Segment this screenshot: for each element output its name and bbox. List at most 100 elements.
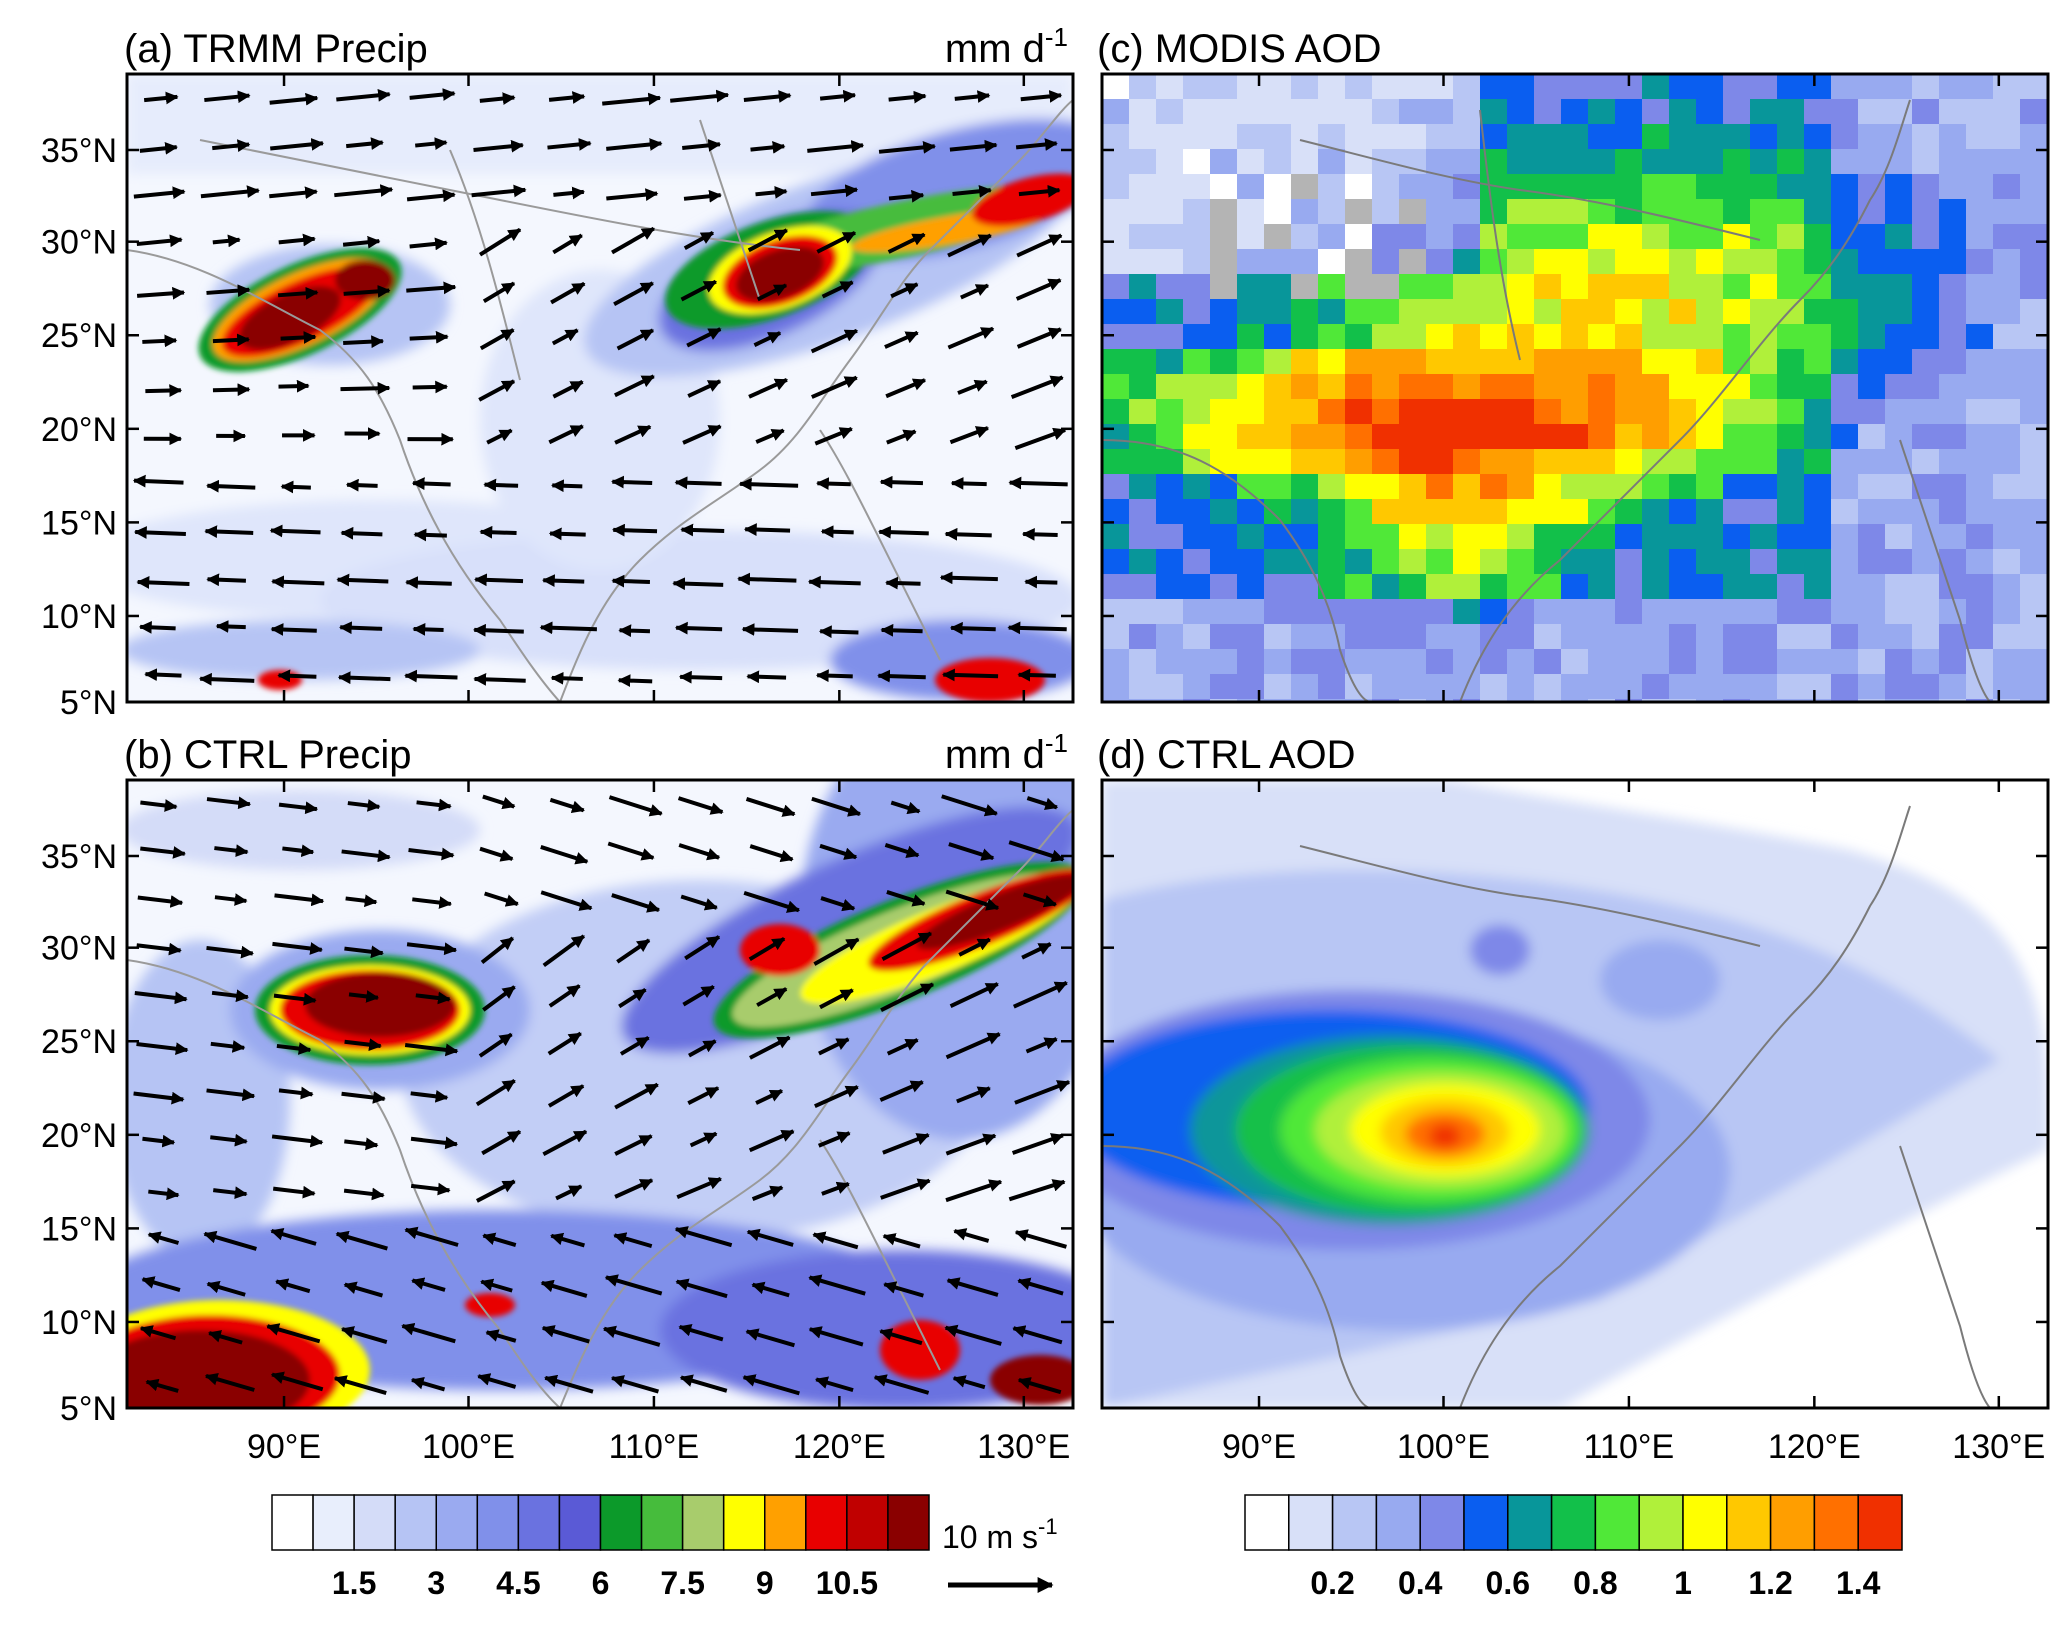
lat-label: 5°N (60, 1390, 117, 1428)
wind-vector (348, 990, 380, 1003)
panel-d-field (1102, 780, 2048, 1408)
wind-vector (273, 992, 317, 1006)
aod-cell (1426, 224, 1454, 250)
wind-vector (212, 383, 251, 397)
aod-cell (1129, 449, 1157, 475)
aod-cell (1939, 524, 1967, 550)
wind-vector (604, 1274, 663, 1296)
aod-cell (1696, 74, 1724, 100)
aod-cell (1831, 374, 1859, 400)
wind-vector (269, 524, 321, 538)
aod-cell (1831, 349, 1859, 375)
wind-vector (954, 90, 991, 103)
aod-cell (1291, 199, 1319, 225)
aod-cell (1831, 474, 1859, 500)
aod-cell (1777, 274, 1805, 300)
wind-vector (136, 1041, 189, 1056)
aod-cell (1318, 149, 1346, 175)
aod-cell (1156, 524, 1184, 550)
aod-cell (1102, 399, 1130, 425)
aod-cell (1318, 399, 1346, 425)
aod-cell (1129, 574, 1157, 600)
aod-cell (2047, 224, 2048, 250)
aod-cell (1858, 424, 1886, 450)
aod-cell (1804, 149, 1832, 175)
aod-cell (1939, 424, 1967, 450)
aod-cell (1723, 299, 1751, 325)
colorbar-box (764, 1494, 807, 1551)
aod-cell (1345, 574, 1373, 600)
lon-label: 120°E (793, 1428, 886, 1466)
aod-cell (1669, 274, 1697, 300)
wind-vector (756, 283, 788, 302)
aod-cell (1669, 399, 1697, 425)
aod-cell (1237, 299, 1265, 325)
aod-cell (1858, 649, 1886, 675)
wind-vector (474, 573, 524, 587)
wind-vector (888, 189, 925, 203)
wind-vector (142, 334, 178, 348)
aod-cell (1912, 424, 1940, 450)
colorbar-box (599, 1494, 643, 1551)
aod-cell (1669, 599, 1697, 625)
wind-vector (212, 333, 250, 347)
lat-label: 5°N (60, 684, 117, 722)
aod-cell (1669, 324, 1697, 350)
aod-cell (1588, 149, 1616, 175)
colorbar-label: 6 (592, 1565, 610, 1601)
aod-cell (1993, 424, 2021, 450)
aod-cell (1534, 399, 1562, 425)
wind-vector (1016, 233, 1063, 258)
aod-cell (1399, 649, 1427, 675)
aod-cell (1966, 524, 1994, 550)
aod-cell (1885, 424, 1913, 450)
wind-vector (877, 669, 926, 683)
lat-label: 30°N (41, 224, 117, 262)
aod-cell (1993, 124, 2021, 150)
aod-cell (1399, 549, 1427, 575)
aod-cell (1804, 399, 1832, 425)
wind-vector (276, 1042, 312, 1055)
wind-vector (678, 843, 721, 861)
panel-c-aod-grid (1102, 74, 2048, 702)
aod-cell (2047, 574, 2048, 600)
wind-vector (410, 1182, 451, 1196)
aod-cell (1264, 124, 1292, 150)
aod-cell (1804, 424, 1832, 450)
aod-cell (1507, 124, 1535, 150)
aod-cell (1480, 424, 1508, 450)
aod-cell (1858, 274, 1886, 300)
aod-cell (2020, 649, 2048, 675)
lat-label: 15°N (41, 1210, 117, 1248)
wind-vector (884, 843, 920, 859)
aod-cell (1966, 449, 1994, 475)
aod-cell (1372, 324, 1400, 350)
aod-cell (1939, 349, 1967, 375)
reference-vector: 10 m s-1 (942, 1514, 1058, 1594)
aod-cell (1966, 324, 1994, 350)
wind-vector (340, 526, 383, 540)
aod-cell (1102, 174, 1130, 200)
wind-vector (1008, 840, 1065, 863)
aod-cell (1561, 424, 1589, 450)
wind-vector (141, 1276, 181, 1292)
aod-cell (1669, 524, 1697, 550)
wind-vector (819, 89, 857, 103)
wind-vector (480, 1278, 513, 1293)
aod-cell (1237, 499, 1265, 525)
aod-cell (1318, 424, 1346, 450)
wind-vector (1012, 1325, 1063, 1345)
aod-cell (1129, 599, 1157, 625)
aod-cell (1939, 124, 1967, 150)
wind-vector (336, 573, 389, 587)
aod-cell (1129, 399, 1157, 425)
aod-cell (1264, 474, 1292, 500)
wind-vector (203, 1230, 257, 1251)
aod-cell (1588, 274, 1616, 300)
wind-vector (808, 1274, 866, 1296)
wind-vector (606, 138, 663, 151)
wind-vector (334, 184, 394, 198)
aod-cell (1480, 624, 1508, 650)
wind-vector (882, 1233, 921, 1249)
aod-cell (1804, 549, 1832, 575)
